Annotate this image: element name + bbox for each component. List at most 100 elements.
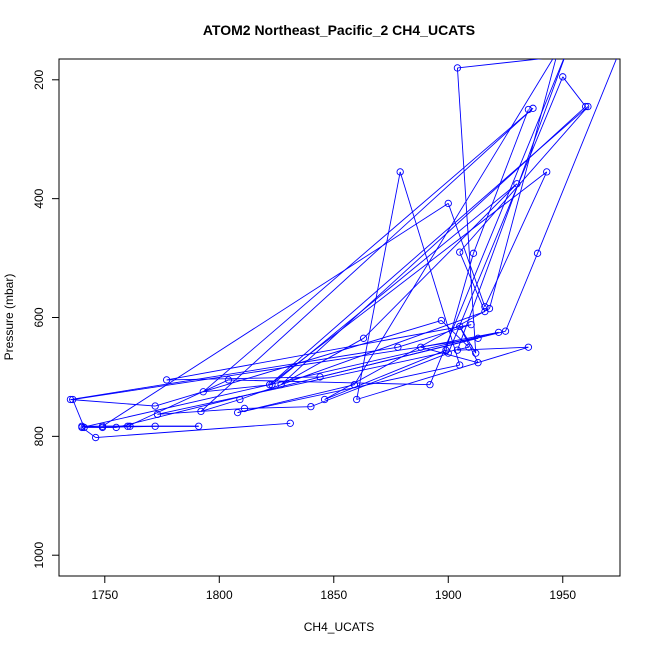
- series-segment: [269, 171, 548, 386]
- data-point: [266, 381, 274, 389]
- data-point: [277, 381, 285, 389]
- series-segment: [456, 67, 477, 354]
- data-point: [533, 249, 542, 257]
- series-segment: [441, 320, 470, 348]
- x-axis: 1750 1800 1850 1900 1950: [91, 575, 576, 602]
- series-segment: [237, 384, 355, 414]
- data-point: [126, 422, 134, 430]
- data-point: [485, 304, 494, 313]
- data-point: [584, 102, 592, 111]
- data-point: [456, 248, 464, 256]
- series-segment: [200, 399, 241, 412]
- series-segment: [202, 107, 534, 393]
- series-segment: [489, 59, 557, 309]
- series-segment: [127, 379, 229, 427]
- x-tick-label: 1750: [91, 588, 118, 602]
- data-point: [350, 381, 359, 389]
- x-tick-label: 1850: [320, 588, 347, 602]
- data-point: [98, 423, 107, 432]
- data-point: [151, 402, 159, 410]
- data-point: [543, 168, 551, 176]
- series-segment: [310, 352, 449, 408]
- data-point: [467, 320, 475, 329]
- series-segment: [237, 364, 460, 414]
- series-segment: [457, 59, 565, 351]
- series-segment: [562, 76, 587, 107]
- series-segment: [473, 109, 529, 254]
- series-segment: [70, 399, 156, 407]
- x-tick-label: 1950: [549, 588, 576, 602]
- series-segment: [280, 337, 364, 386]
- data-point: [481, 303, 489, 311]
- data-point: [469, 249, 478, 257]
- data-point: [112, 423, 120, 432]
- data-point: [78, 422, 86, 430]
- data-point: [472, 349, 480, 357]
- series-segment: [269, 106, 589, 385]
- series-segment: [537, 59, 617, 254]
- series-segment: [72, 337, 479, 400]
- y-axis-label: Pressure (mbar): [2, 274, 16, 361]
- chart-title: ATOM2 Northeast_Pacific_2 CH4_UCATS: [203, 22, 475, 38]
- series-segment: [399, 171, 461, 366]
- series-segment: [363, 183, 518, 339]
- series-segment: [356, 346, 529, 400]
- data-point: [426, 381, 434, 389]
- y-axis: 200 400 600 800 1000: [32, 69, 60, 569]
- data-point: [453, 346, 462, 354]
- data-point: [396, 168, 404, 176]
- data-point: [268, 381, 276, 389]
- data-point: [236, 395, 244, 404]
- data-point: [162, 376, 171, 384]
- data-point: [153, 410, 162, 419]
- y-tick-label: 400: [32, 188, 46, 208]
- series-segment: [353, 59, 554, 385]
- y-tick-label: 1000: [32, 542, 46, 569]
- data-point: [124, 422, 132, 430]
- data-point: [66, 395, 75, 404]
- data-point: [444, 199, 452, 208]
- series-segment: [457, 346, 529, 351]
- x-tick-label: 1900: [435, 588, 462, 602]
- data-point: [524, 105, 533, 114]
- series-segment: [505, 253, 538, 332]
- data-point: [91, 433, 100, 442]
- series-segment: [70, 346, 398, 400]
- data-point: [69, 395, 77, 404]
- series-segment: [324, 349, 447, 400]
- data-point: [199, 388, 207, 396]
- series-segment: [445, 253, 474, 351]
- series-group: [66, 59, 617, 442]
- series-segment: [200, 107, 534, 412]
- data-point: [233, 408, 242, 417]
- data-point: [529, 104, 537, 112]
- series-segment: [102, 425, 156, 428]
- data-point: [442, 346, 450, 354]
- data-point: [417, 343, 425, 351]
- series-segment: [356, 171, 401, 400]
- y-tick-label: 600: [32, 307, 46, 327]
- x-tick-label: 1800: [206, 588, 233, 602]
- data-point: [524, 343, 533, 351]
- y-tick-label: 800: [32, 426, 46, 446]
- data-point: [197, 407, 205, 416]
- data-point: [494, 328, 503, 337]
- data-point: [151, 422, 159, 430]
- series-segment: [203, 384, 272, 393]
- data-point: [224, 376, 233, 384]
- data-point: [456, 361, 464, 369]
- data-point: [316, 373, 324, 381]
- data-point: [437, 316, 446, 325]
- series-segment: [484, 171, 548, 307]
- series-segment: [95, 422, 291, 438]
- series-segment: [447, 76, 564, 354]
- series-segment: [166, 324, 472, 381]
- data-point: [453, 64, 462, 72]
- series-segment: [239, 311, 486, 400]
- data-point: [513, 180, 521, 188]
- data-point: [456, 322, 464, 331]
- data-point: [195, 422, 203, 430]
- series-segment: [81, 427, 96, 438]
